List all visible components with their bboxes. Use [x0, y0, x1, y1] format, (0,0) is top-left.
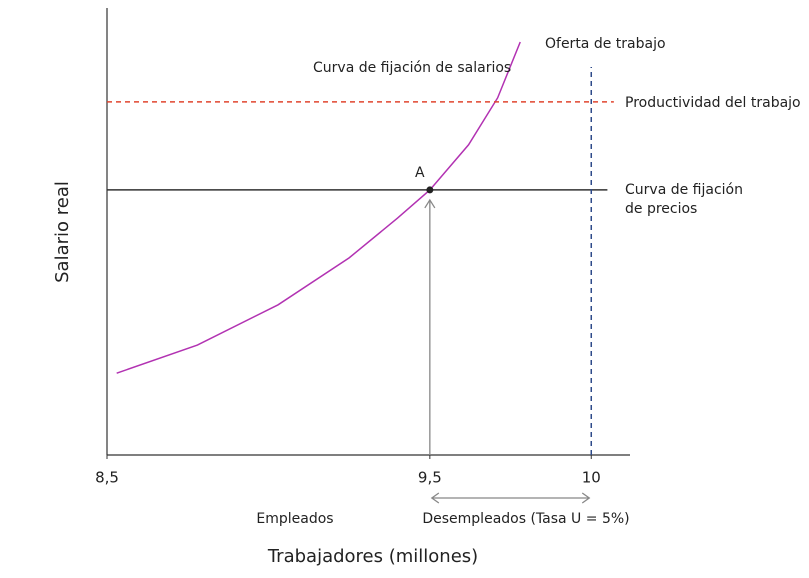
- annotation: Empleados: [256, 511, 333, 527]
- x-tick-label: 8,5: [95, 469, 119, 487]
- x-axis-title: Trabajadores (millones): [267, 546, 478, 567]
- arrow-head: [430, 492, 591, 504]
- x-tick-label: 9,5: [418, 469, 442, 487]
- y-axis-title: Salario real: [52, 181, 73, 283]
- annotation: Desempleados (Tasa U = 5%): [422, 511, 629, 527]
- arrow-head: [424, 198, 436, 209]
- series-label: Curva de fijación: [625, 182, 743, 198]
- series-line: [116, 41, 521, 374]
- series-label: Oferta de trabajo: [545, 36, 666, 52]
- x-tick-label: 10: [582, 469, 601, 487]
- series-label: de precios: [625, 201, 697, 217]
- series-label: Productividad del trabajo: [625, 95, 801, 111]
- series-label: Curva de fijación de salarios: [313, 60, 511, 76]
- point-a: [426, 186, 434, 194]
- point-label: A: [415, 165, 425, 181]
